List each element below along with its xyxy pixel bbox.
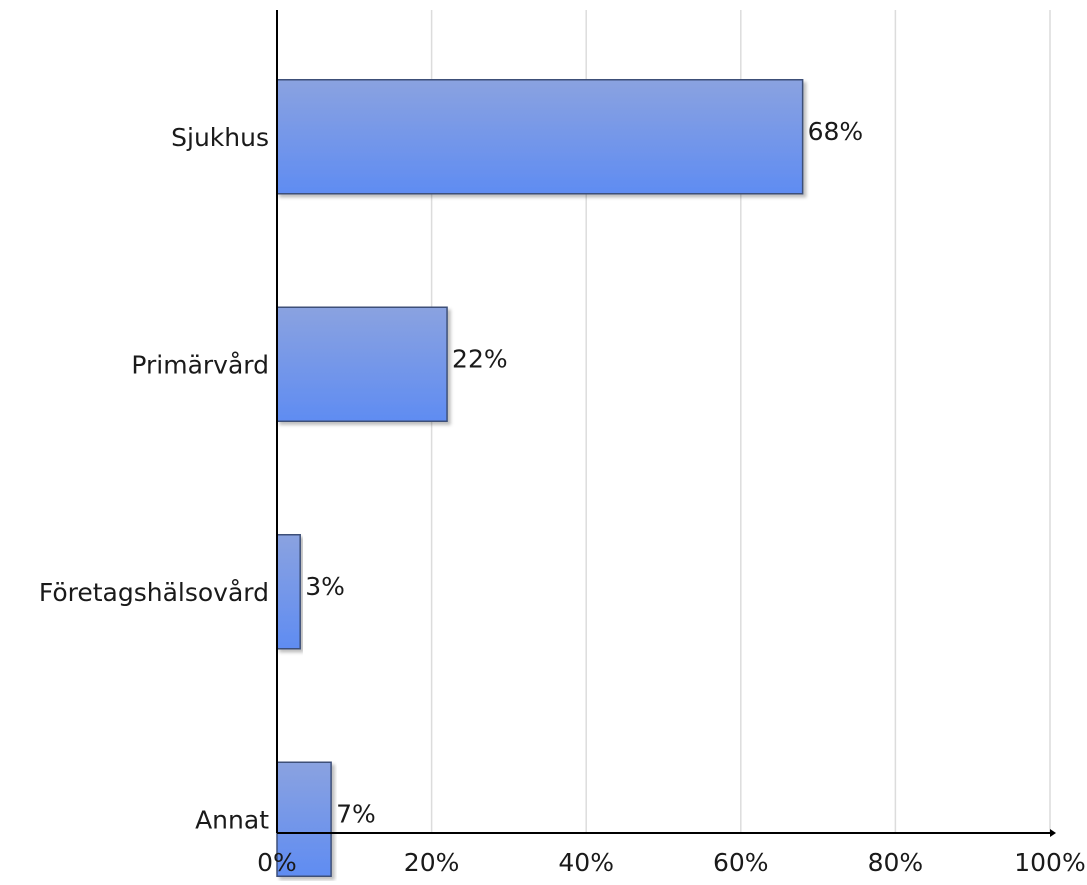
category-label: Primärvård xyxy=(131,350,269,379)
x-tick-label: 0% xyxy=(257,848,297,877)
bars xyxy=(276,79,804,877)
x-tick-label: 60% xyxy=(713,848,769,877)
bar-annat xyxy=(276,761,332,877)
labels: Sjukhus 68% Primärvård 22% Företagshälsovård… xyxy=(39,117,1086,877)
value-label: 22% xyxy=(452,344,508,373)
x-tick-label: 100% xyxy=(1014,848,1085,877)
x-tick-label: 40% xyxy=(558,848,614,877)
x-axis-arrow xyxy=(1050,829,1056,837)
bar-företagshälsovård xyxy=(276,534,301,650)
x-tick-label: 80% xyxy=(868,848,924,877)
axes xyxy=(276,10,1056,837)
category-label: Företagshälsovård xyxy=(39,578,269,607)
x-tick-label: 20% xyxy=(404,848,460,877)
value-label: 68% xyxy=(808,117,864,146)
bar-sjukhus xyxy=(276,79,804,195)
value-label: 7% xyxy=(336,799,376,828)
category-label: Annat xyxy=(195,805,269,834)
value-label: 3% xyxy=(305,572,345,601)
bar-primärvård xyxy=(276,306,448,422)
category-label: Sjukhus xyxy=(171,123,269,152)
